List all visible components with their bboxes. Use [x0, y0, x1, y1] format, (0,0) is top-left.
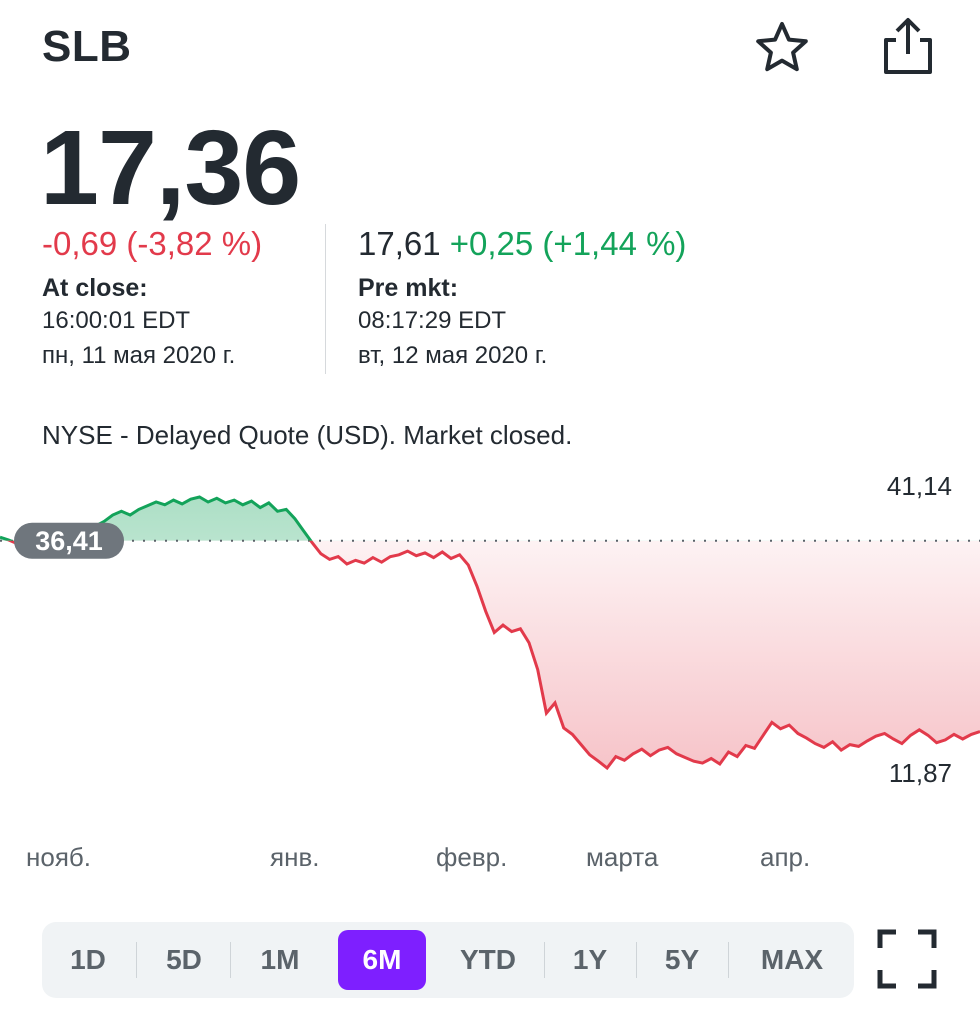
x-axis-label-apr: апр. [760, 842, 811, 872]
high-value-label: 41,14 [887, 471, 952, 501]
reference-value-label: 36,41 [35, 526, 103, 556]
range-5d-button[interactable]: 5D [166, 944, 202, 975]
range-separator [544, 942, 545, 978]
pre-market-price: 17,61 [358, 225, 441, 262]
close-time: 16:00:01 EDT [42, 307, 191, 334]
pre-market-time: 08:17:29 EDT [358, 307, 507, 334]
pre-market-label: Pre mkt: [358, 274, 459, 302]
range-separator [230, 942, 231, 978]
share-icon[interactable] [880, 16, 936, 76]
range-ytd-button[interactable]: YTD [460, 944, 516, 975]
fullscreen-icon[interactable] [876, 928, 938, 990]
range-separator [728, 942, 729, 978]
range-5y-button[interactable]: 5Y [664, 944, 700, 975]
star-icon[interactable] [752, 20, 812, 76]
range-selector: 1D 5D 1M 6M YTD 1Y 5Y MAX [42, 922, 854, 998]
ticker-symbol: SLB [42, 22, 132, 71]
range-6m-button[interactable]: 6M [338, 930, 426, 990]
range-separator [136, 942, 137, 978]
low-value-label: 11,87 [889, 758, 952, 788]
chart-line-loss [6, 540, 980, 771]
range-max-button[interactable]: MAX [760, 944, 824, 975]
x-axis-label-nov: нояб. [26, 842, 92, 872]
pre-market-info: 17,61 +0,25 (+1,44 %) Pre mkt: 08:17:29 … [358, 224, 686, 373]
x-axis-label-feb: февр. [436, 842, 508, 872]
x-axis-label-mar: марта [586, 842, 659, 872]
chart-area-gain [0, 497, 980, 541]
close-date: пн, 11 мая 2020 г. [42, 342, 236, 369]
price-chart[interactable]: 36,41 41,14 11,87 [0, 470, 980, 800]
close-label: At close: [42, 274, 148, 302]
quote-divider [325, 224, 326, 374]
range-separator [636, 942, 637, 978]
close-change: -0,69 (-3,82 %) [42, 225, 263, 262]
current-price: 17,36 [40, 109, 301, 227]
pre-market-date: вт, 12 мая 2020 г. [358, 342, 548, 369]
range-1m-button[interactable]: 1M [260, 944, 300, 975]
chart-area-loss [10, 540, 980, 768]
x-axis-label-jan: янв. [270, 842, 320, 872]
range-1d-button[interactable]: 1D [70, 944, 106, 975]
range-1y-button[interactable]: 1Y [572, 944, 608, 975]
pre-market-change: +0,25 (+1,44 %) [449, 225, 687, 262]
close-info: -0,69 (-3,82 %) At close: 16:00:01 EDT п… [42, 224, 262, 373]
reference-badge: 36,41 [14, 522, 124, 559]
chart-line-gain [0, 495, 313, 541]
exchange-note: NYSE - Delayed Quote (USD). Market close… [42, 420, 573, 450]
